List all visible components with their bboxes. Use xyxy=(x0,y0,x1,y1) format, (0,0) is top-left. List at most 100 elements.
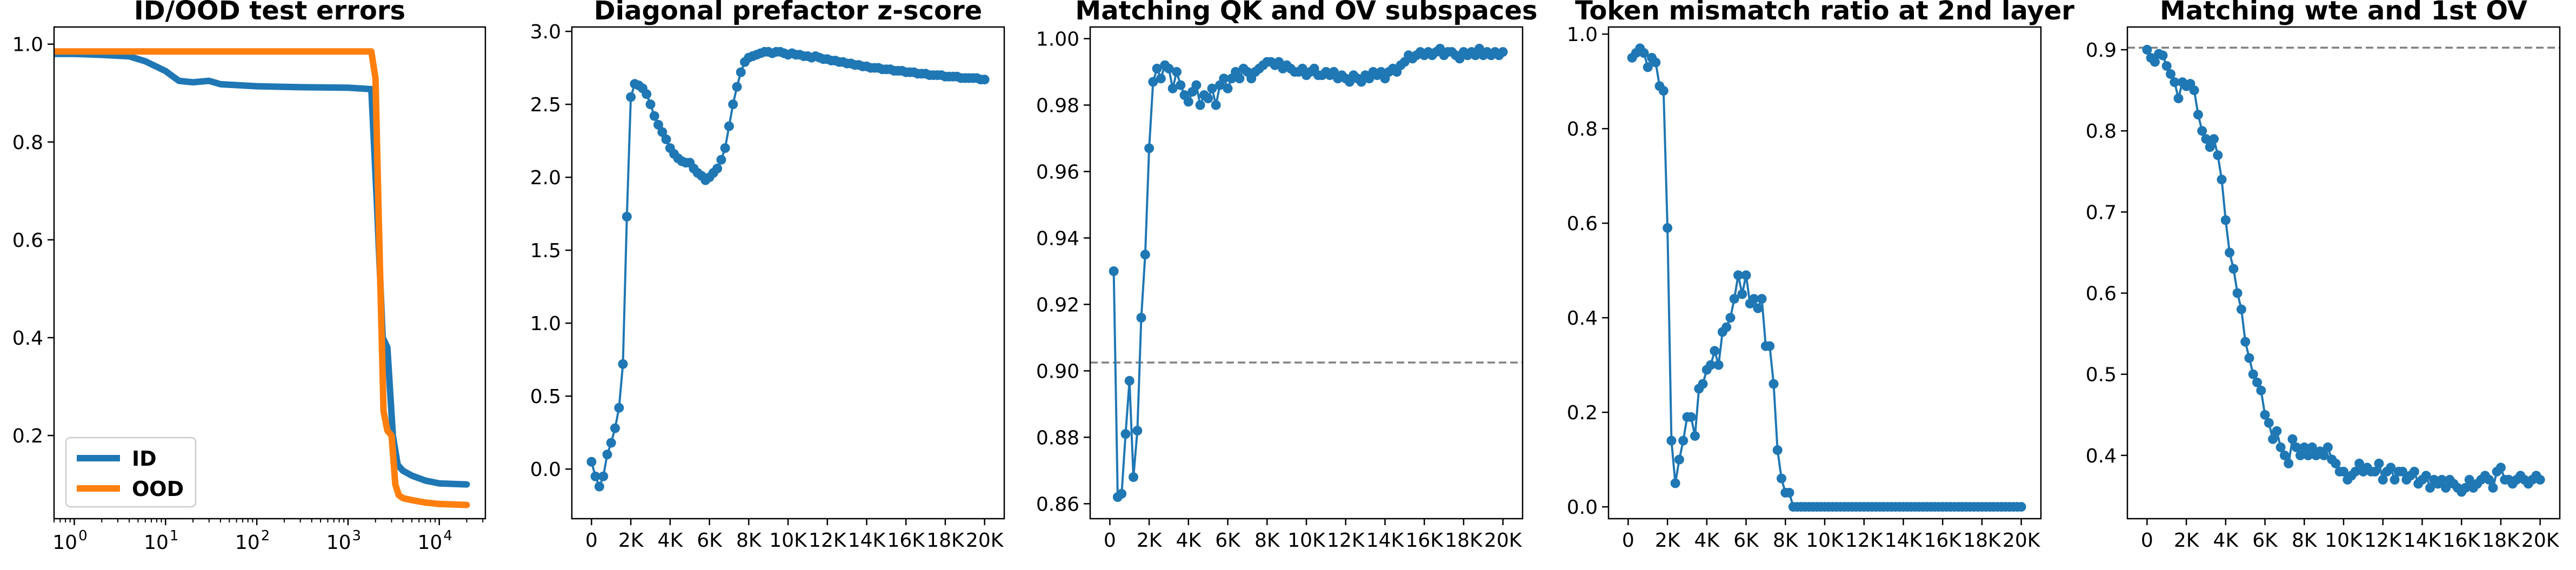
data-point xyxy=(1733,270,1743,280)
data-point xyxy=(1129,472,1138,482)
x-tick-label: 12K xyxy=(1845,529,1884,552)
data-point xyxy=(1498,47,1508,57)
data-point xyxy=(1117,488,1127,499)
data-point xyxy=(1639,48,1649,58)
x-tick-label: 8K xyxy=(2292,529,2318,552)
y-tick-label: 0.92 xyxy=(1036,294,1079,316)
data-point xyxy=(1195,100,1205,110)
data-point xyxy=(1223,83,1233,93)
data-point xyxy=(1140,250,1150,260)
x-tick-label: 6K xyxy=(1733,529,1759,552)
data-point xyxy=(1710,346,1720,356)
data-point xyxy=(2354,458,2365,468)
data-point xyxy=(2142,45,2152,55)
data-point xyxy=(1234,73,1245,84)
data-point xyxy=(2264,418,2274,428)
data-point xyxy=(1713,360,1724,370)
data-point xyxy=(1769,379,1779,389)
data-point xyxy=(1666,435,1677,446)
series-line xyxy=(2146,49,2541,493)
data-point xyxy=(1674,454,1684,465)
data-point xyxy=(1678,435,1689,446)
data-point xyxy=(657,127,668,137)
data-point xyxy=(1136,313,1146,323)
y-tick-label: 0.8 xyxy=(1567,118,1598,140)
x-tick-label: 10K xyxy=(1287,529,1326,552)
data-point xyxy=(590,471,600,481)
data-point xyxy=(1120,429,1131,439)
y-tick-label: 1.0 xyxy=(12,34,43,56)
y-tick-label: 0.6 xyxy=(2086,283,2117,305)
data-point xyxy=(2209,134,2219,144)
data-point xyxy=(2272,426,2282,436)
y-tick-label: 0.2 xyxy=(12,425,43,447)
data-point xyxy=(2425,482,2435,493)
y-tick-label: 0.98 xyxy=(1036,95,1079,117)
x-tick-label: 18K xyxy=(1445,529,1483,552)
data-point xyxy=(2398,466,2408,477)
data-point xyxy=(1176,80,1186,90)
x-tick-label: 102 xyxy=(235,528,270,554)
y-tick-label: 0.5 xyxy=(2086,364,2117,386)
data-point xyxy=(2287,434,2298,444)
data-point xyxy=(979,75,990,85)
x-tick-label: 0 xyxy=(1622,529,1634,552)
data-point xyxy=(2307,442,2317,452)
data-point xyxy=(1749,294,1759,304)
data-point xyxy=(626,92,636,102)
data-point xyxy=(2303,450,2313,460)
x-tick-label: 12K xyxy=(2364,529,2403,552)
chart-panel-4: Token mismatch ratio at 2nd layer 0.0 0.2 0… xyxy=(1567,0,2075,552)
x-tick-label: 0 xyxy=(2141,529,2153,552)
series-1 xyxy=(1627,43,2026,512)
x-tick-label: 8K xyxy=(1254,529,1280,552)
x-tick-label: 101 xyxy=(144,528,178,554)
x-tick-label: 8K xyxy=(736,529,762,552)
data-point xyxy=(2291,442,2301,452)
data-point xyxy=(1643,62,1653,72)
x-tick-label: 14K xyxy=(848,529,886,552)
data-point xyxy=(2016,502,2026,512)
data-point xyxy=(1741,270,1751,280)
y-tick-label: 2.0 xyxy=(530,167,561,189)
plot-frame xyxy=(2126,26,2561,520)
chart-title: ID/OOD test errors xyxy=(134,0,405,26)
x-tick-label: 16K xyxy=(1924,529,1962,552)
x-tick-label: 6K xyxy=(2252,529,2278,552)
data-point xyxy=(594,481,604,492)
data-point xyxy=(2390,474,2400,485)
data-point xyxy=(2441,482,2451,493)
data-point xyxy=(1132,426,1143,436)
data-point xyxy=(2189,85,2199,96)
y-tick-label: 1.00 xyxy=(1036,29,1079,51)
data-point xyxy=(2252,377,2262,387)
plot-frame xyxy=(571,26,1005,520)
data-point xyxy=(736,67,746,77)
data-point xyxy=(2279,450,2290,460)
data-point xyxy=(1167,83,1178,93)
data-point xyxy=(1663,223,1673,233)
data-point xyxy=(2484,474,2494,485)
data-point xyxy=(1207,83,1217,93)
data-point xyxy=(586,457,597,467)
x-tick-label: 12K xyxy=(809,529,847,552)
chart-title: Matching QK and OV subspaces xyxy=(1075,0,1537,26)
data-point xyxy=(1784,487,1794,498)
y-tick-label: 0.8 xyxy=(12,132,43,154)
data-point xyxy=(1686,412,1696,422)
x-tick-label: 20K xyxy=(1484,529,1523,552)
data-point xyxy=(2213,150,2223,160)
data-point xyxy=(2166,69,2175,79)
chart-panel-3: Matching QK and OV subspaces 0.86 0.88 0.90… xyxy=(1036,0,1538,552)
y-tick-label: 1.0 xyxy=(1567,24,1598,46)
y-tick-label: 3.0 xyxy=(530,21,561,43)
x-tick-label: 100 xyxy=(52,528,87,554)
data-point xyxy=(2197,126,2207,136)
data-point xyxy=(2217,175,2227,185)
data-point xyxy=(2495,462,2506,473)
x-tick-label: 6K xyxy=(697,529,723,552)
data-point xyxy=(1757,294,1767,304)
data-point xyxy=(1144,143,1154,153)
data-point xyxy=(2331,458,2341,468)
y-tick-label: 0.88 xyxy=(1036,427,1079,449)
